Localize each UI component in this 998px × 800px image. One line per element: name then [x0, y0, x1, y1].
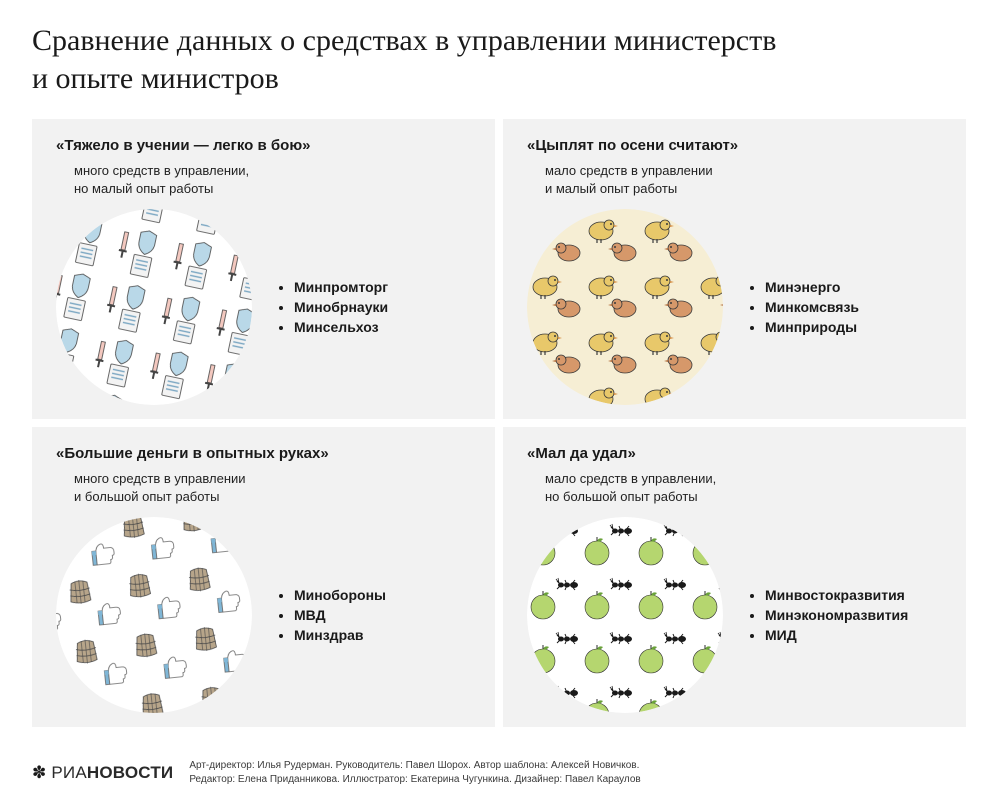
- pattern-circle-swords: [56, 209, 252, 405]
- ministry-item: Минприроды: [765, 319, 859, 335]
- panel-title: «Тяжело в учении — легко в бою»: [56, 137, 475, 154]
- panel-subtitle: мало средств в управлении,но большой опы…: [545, 470, 946, 505]
- panel-top-left: «Тяжело в учении — легко в бою» много ср…: [32, 119, 495, 419]
- panel-subtitle: мало средств в управлениии малый опыт ра…: [545, 162, 946, 197]
- credits: Арт-директор: Илья Рудерман. Руководител…: [189, 759, 640, 786]
- ministry-list: Минвостокразвития Минэкономразвития МИД: [747, 583, 908, 647]
- ministry-item: Минкомсвязь: [765, 299, 859, 315]
- panel-top-right: «Цыплят по осени считают» мало средств в…: [503, 119, 966, 419]
- ministry-list: Минэнерго Минкомсвязь Минприроды: [747, 275, 859, 339]
- logo-suffix: НОВОСТИ: [87, 763, 173, 782]
- ministry-item: Минэнерго: [765, 279, 859, 295]
- ministry-item: Минобрнауки: [294, 299, 388, 315]
- ministry-item: Минпромторг: [294, 279, 388, 295]
- panel-body: Минпромторг Минобрнауки Минсельхоз: [56, 209, 475, 405]
- panel-body: Минобороны МВД Минздрав: [56, 517, 475, 713]
- panel-grid: «Тяжело в учении — легко в бою» много ср…: [32, 119, 966, 715]
- pattern-circle-thumbs: [56, 517, 252, 713]
- ministry-item: МВД: [294, 607, 386, 623]
- pattern-circle-ants: [527, 517, 723, 713]
- panel-title: «Цыплят по осени считают»: [527, 137, 946, 154]
- panel-subtitle: много средств в управлении,но малый опыт…: [74, 162, 475, 197]
- footer: ✽ РИАНОВОСТИ Арт-директор: Илья Рудерман…: [32, 759, 966, 786]
- credits-line: Арт-директор: Илья Рудерман. Руководител…: [189, 759, 640, 773]
- ministry-item: МИД: [765, 627, 908, 643]
- logo-ria-novosti: ✽ РИАНОВОСТИ: [32, 763, 173, 783]
- panel-body: Минвостокразвития Минэкономразвития МИД: [527, 517, 946, 713]
- panel-title: «Мал да удал»: [527, 445, 946, 462]
- ministry-item: Минвостокразвития: [765, 587, 908, 603]
- logo-prefix: РИА: [51, 763, 87, 782]
- ministry-item: Минздрав: [294, 627, 386, 643]
- pattern-circle-chicks: [527, 209, 723, 405]
- ministry-list: Минпромторг Минобрнауки Минсельхоз: [276, 275, 388, 339]
- ministry-item: Минсельхоз: [294, 319, 388, 335]
- panel-body: Минэнерго Минкомсвязь Минприроды: [527, 209, 946, 405]
- panel-bottom-right: «Мал да удал» мало средств в управлении,…: [503, 427, 966, 727]
- panel-title: «Большие деньги в опытных руках»: [56, 445, 475, 462]
- page: Сравнение данных о средствах в управлени…: [0, 0, 998, 800]
- panel-subtitle: много средств в управлениии большой опыт…: [74, 470, 475, 505]
- ministry-list: Минобороны МВД Минздрав: [276, 583, 386, 647]
- page-title: Сравнение данных о средствах в управлени…: [32, 22, 792, 97]
- panel-bottom-left: «Большие деньги в опытных руках» много с…: [32, 427, 495, 727]
- logo-mark-icon: ✽: [32, 763, 46, 782]
- ministry-item: Минобороны: [294, 587, 386, 603]
- credits-line: Редактор: Елена Приданникова. Иллюстрато…: [189, 773, 640, 787]
- ministry-item: Минэкономразвития: [765, 607, 908, 623]
